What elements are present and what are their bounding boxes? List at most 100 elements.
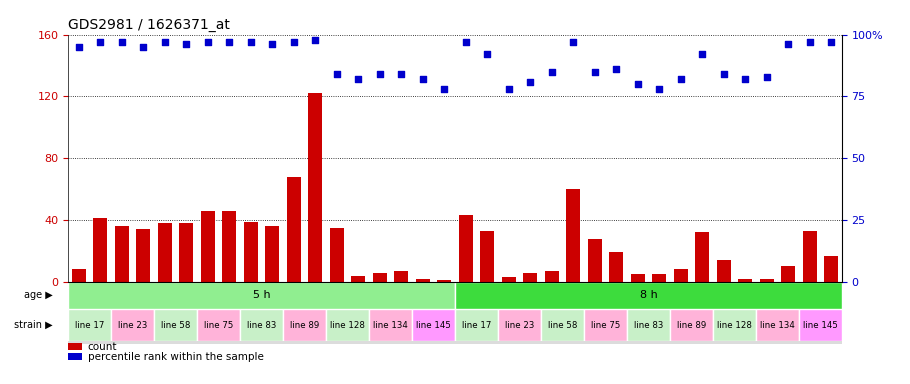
Bar [154,309,197,341]
Bar [523,273,537,282]
Point [824,39,838,45]
Bar [158,223,172,282]
Point [609,66,623,72]
Bar [627,309,670,341]
Bar [68,353,82,360]
Point [244,39,258,45]
Bar [179,223,194,282]
Point [738,76,753,82]
Point [93,39,107,45]
Bar [760,279,774,282]
Point [480,51,494,58]
Point [587,69,602,75]
Bar [455,309,498,341]
Bar [68,343,82,350]
Bar [455,282,842,309]
Bar [369,309,412,341]
Bar [72,270,86,282]
Text: line 58: line 58 [161,321,190,329]
Bar [136,229,150,282]
Bar [566,189,581,282]
Text: count: count [87,342,117,352]
Bar [438,280,451,282]
Text: line 83: line 83 [633,321,663,329]
Bar [716,260,731,282]
Bar [287,177,301,282]
Bar [713,309,756,341]
Bar [545,271,559,282]
Bar [244,222,258,282]
Bar [416,279,430,282]
Text: line 83: line 83 [247,321,277,329]
Point [72,44,86,50]
Point [501,86,516,92]
Bar [738,279,752,282]
Bar [501,277,516,282]
Text: line 145: line 145 [416,321,451,329]
Point [157,39,172,45]
Bar [373,273,387,282]
Bar [652,274,666,282]
Point [265,41,279,48]
Point [222,39,237,45]
Bar [824,256,838,282]
Point [394,71,409,77]
Bar [670,309,713,341]
Bar [631,274,644,282]
Point [652,86,666,92]
Text: line 128: line 128 [717,321,752,329]
Point [716,71,731,77]
Bar [240,309,283,341]
Text: line 23: line 23 [505,321,534,329]
Bar [799,309,842,341]
Bar [308,93,322,282]
Bar [326,309,369,341]
Point [200,39,215,45]
Bar [115,226,129,282]
Bar [459,215,472,282]
Text: line 145: line 145 [803,321,838,329]
Text: line 75: line 75 [204,321,233,329]
Bar [584,309,627,341]
Point [329,71,344,77]
Point [287,39,301,45]
Bar [351,276,365,282]
Bar [541,309,584,341]
Bar [329,228,344,282]
Point [673,76,688,82]
Text: line 128: line 128 [330,321,365,329]
Bar [480,231,494,282]
Bar [781,266,795,282]
Bar [803,231,816,282]
Bar [609,252,623,282]
Text: line 23: line 23 [118,321,147,329]
Point [437,86,451,92]
Point [631,81,645,87]
Point [136,44,151,50]
Bar [756,309,799,341]
Point [372,71,387,77]
Text: 5 h: 5 h [253,290,270,300]
Text: line 134: line 134 [760,321,794,329]
Point [803,39,817,45]
Text: line 75: line 75 [591,321,620,329]
Bar [197,309,240,341]
Text: line 134: line 134 [373,321,408,329]
Text: age ▶: age ▶ [24,290,53,300]
Text: line 17: line 17 [75,321,105,329]
Bar [68,282,842,344]
Text: strain ▶: strain ▶ [15,320,53,330]
Bar [588,238,602,282]
Bar [111,309,154,341]
Text: line 89: line 89 [677,321,706,329]
Point [523,78,538,84]
Bar [68,309,111,341]
Point [781,41,795,48]
Bar [394,271,409,282]
Bar [498,309,541,341]
Point [566,39,581,45]
Text: line 58: line 58 [548,321,577,329]
Bar [673,270,688,282]
Point [308,36,323,43]
Text: GDS2981 / 1626371_at: GDS2981 / 1626371_at [68,18,230,32]
